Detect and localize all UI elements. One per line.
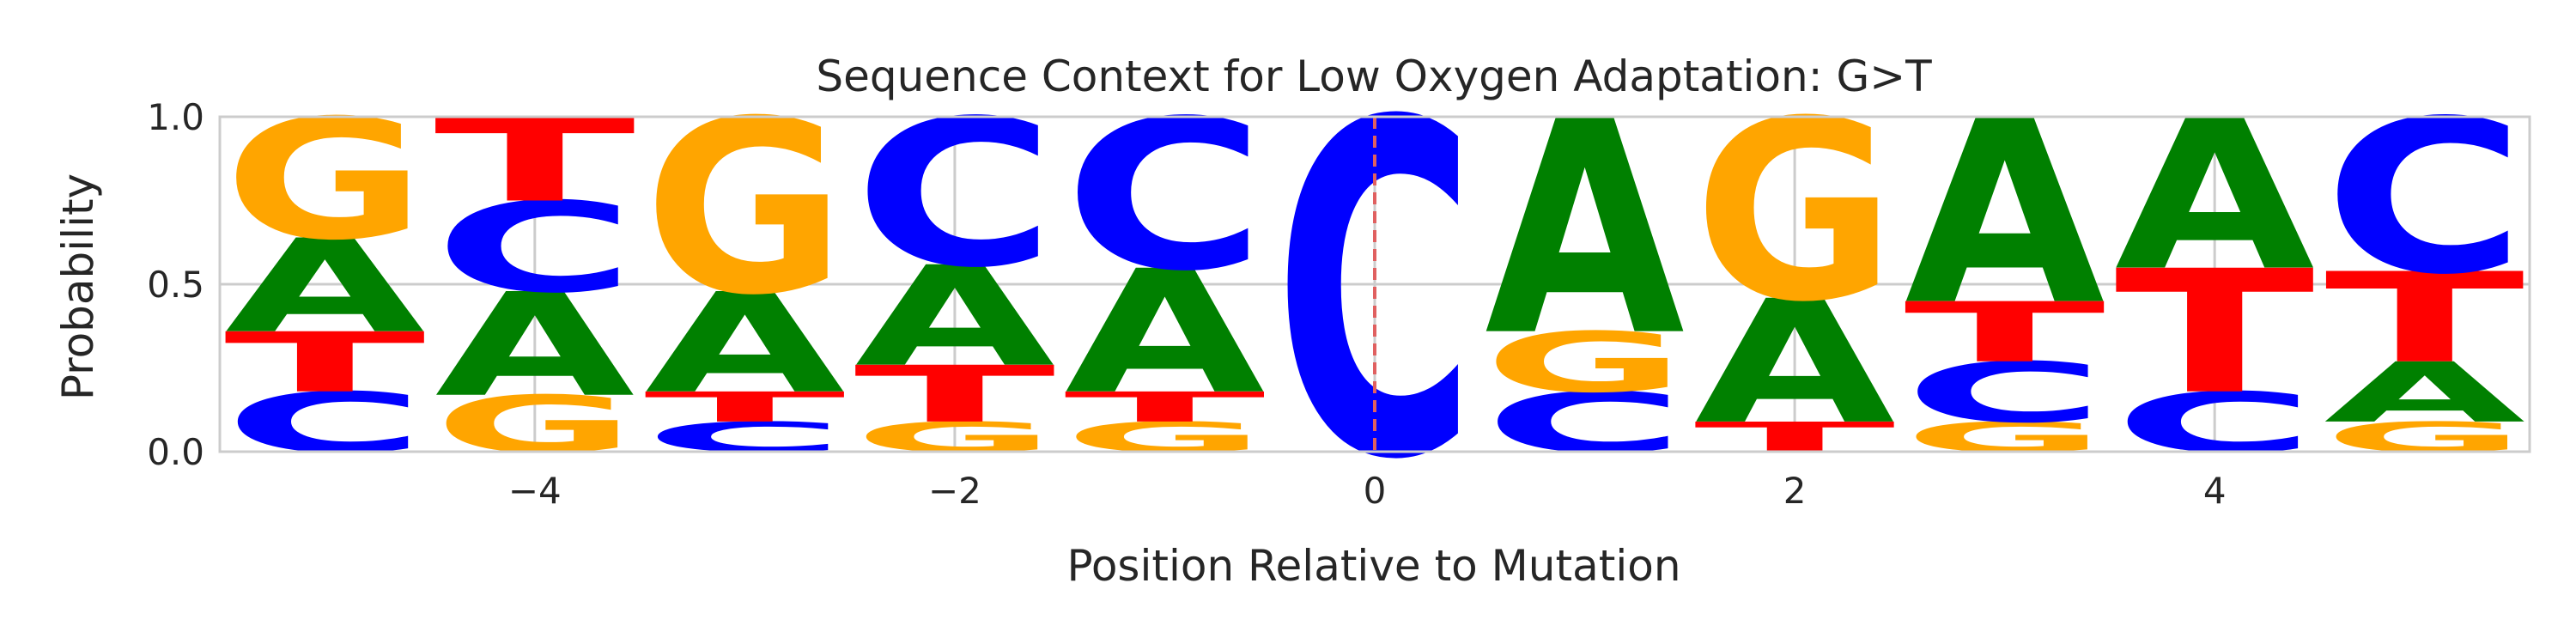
logo-letter-C-pos2-0: C	[644, 413, 846, 461]
logo-letter-C-pos9-0: C	[2114, 375, 2316, 471]
logo-letter-C-pos1-2: C	[434, 176, 635, 320]
y-axis-label: Probability	[53, 173, 103, 400]
logo-letter-T-pos9-1: T	[2115, 234, 2317, 431]
x-axis-label: Position Relative to Mutation	[1066, 541, 1680, 591]
logo-letter-A-pos8-3: A	[1905, 68, 2106, 361]
logo-letter-A-pos10-1: A	[2324, 345, 2525, 441]
x-tick-label-4: 4	[2203, 470, 2227, 512]
logo-letter-T-pos4-1: T	[1064, 383, 1266, 431]
tick-layer: −4 −2 0 2 4 0.0 0.5 1.0	[147, 96, 2226, 512]
x-tick-label-2: 0	[1364, 470, 1387, 512]
logo-letter-G-pos7-2: G	[1694, 67, 1896, 355]
chart-title: Sequence Context for Low Oxygen Adaptati…	[816, 52, 1932, 101]
x-tick-label-3: 2	[1783, 470, 1807, 512]
logo-letter-C-pos3-3: C	[854, 77, 1056, 313]
logo-letter-T-pos7-0: T	[1694, 413, 1896, 461]
overlay-layer	[218, 115, 2531, 453]
logo-letter-G-pos4-0: G	[1064, 414, 1266, 462]
logo-letter-G-pos3-0: G	[854, 414, 1056, 462]
logo-letter-T-pos3-1: T	[854, 349, 1056, 440]
y-tick-label-1: 0.5	[147, 264, 204, 306]
logo-letter-A-pos9-2: A	[2115, 76, 2317, 317]
logo-letter-A-pos3-2: A	[855, 237, 1055, 398]
logo-letter-G-pos8-0: G	[1904, 414, 2105, 462]
logo-letter-A-pos7-1: A	[1695, 264, 1895, 461]
logo-letter-C-pos4-3: C	[1064, 76, 1266, 316]
logo-letter-C-pos10-3: C	[2324, 76, 2525, 321]
logo-letter-C-pos8-1: C	[1904, 345, 2105, 441]
logo-letter-T-pos0-1: T	[224, 314, 426, 410]
logo-letter-G-pos1-0: G	[434, 380, 635, 471]
logo-letter-G-pos10-0: G	[2324, 414, 2525, 462]
logo-letter-A-pos0-2: A	[225, 212, 425, 361]
y-tick-label-2: 1.0	[147, 96, 204, 138]
logo-letter-G-pos2-3: G	[644, 70, 846, 348]
logo-letter-T-pos8-2: T	[1904, 284, 2105, 380]
logo-letter-T-pos1-3: T	[434, 94, 637, 228]
logo-letter-T-pos10-2: T	[2324, 246, 2526, 391]
logo-letter-C-pos6-0: C	[1484, 375, 1686, 471]
plot-frame	[218, 115, 2531, 453]
x-tick-label-1: −2	[928, 470, 981, 512]
logo-letter-G-pos0-3: G	[224, 85, 426, 276]
logo-letter-G-pos6-1: G	[1484, 315, 1686, 411]
y-tick-label-0: 0.0	[147, 431, 204, 473]
logo-letter-A-pos2-2: A	[645, 264, 845, 424]
logo-letter-T-pos2-1: T	[644, 383, 846, 431]
logo-letter-A-pos4-2: A	[1065, 234, 1265, 431]
x-tick-label-0: −4	[508, 470, 562, 512]
logo-letter-C-pos0-0: C	[224, 375, 426, 471]
logo-letter-A-pos1-1: A	[435, 264, 635, 428]
logo-letter-A-pos6-2: A	[1485, 58, 1686, 400]
